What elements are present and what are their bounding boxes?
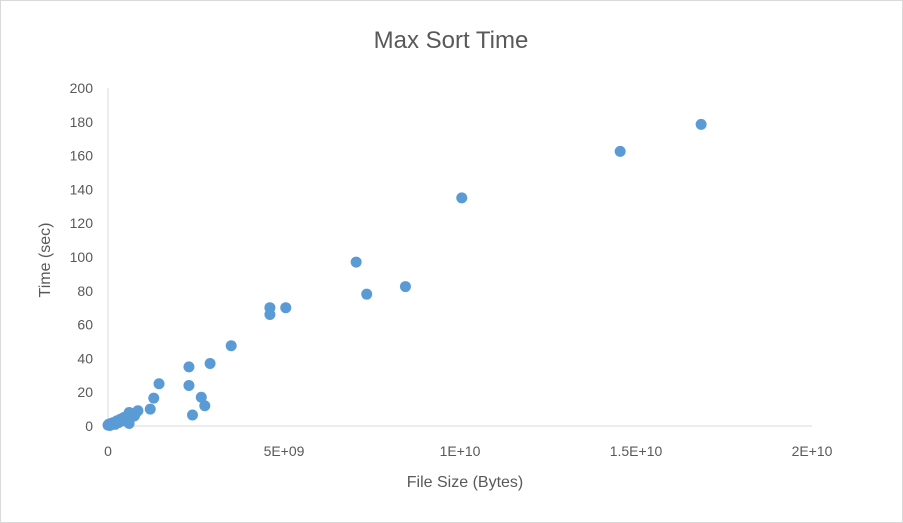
- data-point: [264, 308, 276, 320]
- y-tick-label: 200: [70, 80, 94, 96]
- y-tick-label: 0: [85, 418, 93, 434]
- x-tick-label: 5E+09: [264, 443, 305, 459]
- y-tick-label: 180: [70, 114, 94, 130]
- y-tick-label: 120: [70, 215, 94, 231]
- y-tick-labels: 0 20 40 60 80 100 120 140 160 180 200: [70, 80, 94, 434]
- x-tick-label: 0: [104, 443, 112, 459]
- y-tick-label: 20: [77, 384, 93, 400]
- y-tick-label: 60: [77, 317, 93, 333]
- x-tick-label: 1.5E+10: [610, 443, 663, 459]
- data-point: [204, 357, 216, 369]
- data-point: [399, 281, 411, 293]
- data-point: [195, 391, 207, 403]
- data-point: [186, 409, 198, 421]
- data-point: [183, 379, 195, 391]
- data-point: [280, 302, 292, 314]
- data-point: [350, 256, 362, 268]
- y-tick-label: 80: [77, 283, 93, 299]
- chart-title: Max Sort Time: [374, 27, 529, 54]
- x-tick-label: 1E+10: [440, 443, 481, 459]
- x-tick-label: 2E+10: [792, 443, 833, 459]
- x-tick-labels: 0 5E+09 1E+10 1.5E+10 2E+10: [104, 443, 833, 459]
- data-point: [132, 405, 144, 417]
- data-point: [148, 392, 160, 404]
- data-point: [199, 400, 211, 412]
- data-point: [153, 378, 165, 390]
- data-point: [144, 403, 156, 415]
- data-points: [102, 118, 707, 431]
- y-tick-label: 140: [70, 181, 94, 197]
- data-point: [183, 361, 195, 373]
- data-point: [361, 288, 373, 300]
- y-tick-label: 100: [70, 249, 94, 265]
- data-point: [614, 145, 626, 157]
- x-axis-title: File Size (Bytes): [407, 474, 523, 491]
- y-tick-label: 160: [70, 148, 94, 164]
- y-tick-label: 40: [77, 350, 93, 366]
- data-point: [225, 340, 237, 352]
- data-point: [456, 192, 468, 204]
- y-axis-title: Time (sec): [37, 223, 54, 298]
- data-point: [695, 118, 707, 130]
